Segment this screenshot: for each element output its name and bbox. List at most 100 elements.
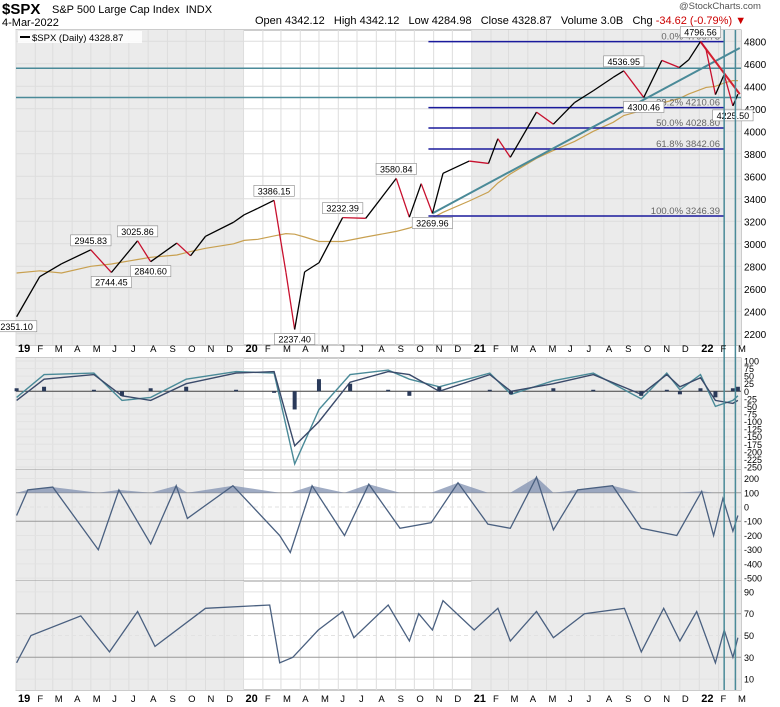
price-annotation: 3269.96 <box>416 218 449 228</box>
x-axis-tick-label: M <box>55 694 63 705</box>
osc1-histogram-bar <box>508 391 513 395</box>
x-axis-tick-label: F <box>721 694 727 705</box>
osc1-histogram-bar <box>272 391 277 393</box>
x-axis-tick-label: S <box>625 694 631 705</box>
watermark: @StockCharts.com <box>679 1 761 12</box>
x-axis-tick-label: D <box>454 694 461 705</box>
annotation-box <box>274 333 316 345</box>
change-value: -34.62 (-0.79%) <box>655 15 733 27</box>
year-shade <box>16 30 244 345</box>
osc1-y-tick-label: -25 <box>744 394 757 404</box>
x-axis-tick-label: J <box>359 694 364 705</box>
x-axis-tick-label: A <box>150 694 157 705</box>
open-value: 4342.12 <box>284 15 325 27</box>
osc1-histogram-bar <box>292 391 297 410</box>
price-segment <box>688 41 702 61</box>
high-label: High <box>333 15 357 27</box>
osc1-y-tick-label: 0 <box>744 387 749 397</box>
fibonacci-label: 61.8% 3842.06 <box>656 139 720 150</box>
price-annotation: 2744.45 <box>95 277 128 287</box>
x-axis-tick-label: M <box>321 694 329 705</box>
x-axis-tick-label: D <box>226 344 233 355</box>
x-axis-tick-label: N <box>436 344 443 355</box>
price-y-tick-label: 4200 <box>744 105 767 116</box>
price-segment <box>623 70 645 98</box>
x-axis-tick-label: O <box>416 344 423 355</box>
price-segment <box>395 178 410 218</box>
price-segment <box>723 74 734 107</box>
annotation-box <box>90 276 132 288</box>
osc3-y-tick-label: 90 <box>744 587 754 597</box>
downtrend-line <box>699 41 741 95</box>
osc1-histogram-bar <box>591 389 596 392</box>
x-axis-tick-label: J <box>131 694 136 705</box>
osc2-y-tick-label: 0 <box>744 503 749 513</box>
price-annotation: 2840.60 <box>134 267 167 277</box>
price-segment <box>318 217 344 264</box>
x-axis-tick-label: 22 <box>701 693 713 705</box>
x-axis-tick-label: A <box>302 344 309 355</box>
osc1-histogram-bar <box>677 391 682 395</box>
chart-date: 4-Mar-2022 <box>2 17 59 29</box>
price-annotation: 4300.46 <box>627 102 660 112</box>
price-segment <box>39 263 62 278</box>
osc2-y-tick-label: -300 <box>744 545 762 555</box>
annotation-box <box>322 202 364 214</box>
open-label: Open <box>255 15 282 27</box>
x-axis-tick-label: D <box>226 694 233 705</box>
price-segment <box>90 249 112 273</box>
osc1-y-tick-label: 25 <box>744 379 754 389</box>
osc2-overbought-fill <box>16 477 738 493</box>
x-axis-tick-label: M <box>93 694 101 705</box>
price-segment <box>714 74 725 95</box>
osc1-histogram-bar <box>42 386 47 392</box>
x-axis-tick-label: O <box>188 344 195 355</box>
osc3-y-tick-label: 30 <box>744 653 754 663</box>
osc2-y-tick-label: -100 <box>744 517 762 527</box>
price-segment <box>487 138 499 164</box>
price-segment <box>643 60 663 98</box>
annotation-box <box>623 101 665 113</box>
price-segment <box>497 138 511 158</box>
low-label: Low <box>408 15 429 27</box>
price-y-tick-label: 2200 <box>744 330 767 341</box>
osc2-y-tick-label: -400 <box>744 559 762 569</box>
x-axis-tick-label: N <box>663 344 670 355</box>
price-y-tick-label: 3400 <box>744 195 767 206</box>
price-y-tick-label: 3200 <box>744 217 767 228</box>
annotation-box <box>679 26 721 38</box>
x-axis-tick-label: F <box>493 694 499 705</box>
price-y-tick-label: 4000 <box>744 127 767 138</box>
uptrend-line <box>431 47 741 215</box>
index-title: S&P 500 Large Cap Index <box>52 4 180 16</box>
osc1-histogram-bar <box>316 379 321 392</box>
osc1-histogram-bar <box>713 391 718 398</box>
exchange-label: INDX <box>185 4 213 16</box>
price-y-tick-label: 4400 <box>744 82 767 93</box>
x-axis-tick-label: J <box>340 694 345 705</box>
price-segment <box>16 276 41 318</box>
x-axis-tick-label: J <box>112 694 117 705</box>
osc1-histogram-bar <box>14 388 19 392</box>
osc1-histogram-bar <box>487 389 492 392</box>
ticker-symbol: $SPX <box>2 1 41 18</box>
x-axis-tick-label: 21 <box>474 693 486 705</box>
osc2-y-tick-label: 200 <box>744 474 759 484</box>
x-axis-tick-label: M <box>283 344 291 355</box>
price-segment <box>273 200 287 273</box>
x-axis-tick-label: N <box>436 694 443 705</box>
price-segment <box>699 41 707 50</box>
x-axis-tick-label: F <box>37 344 43 355</box>
osc1-histogram-bar <box>551 388 556 392</box>
close-value: 4328.87 <box>511 15 552 27</box>
osc1-histogram-bar <box>348 383 353 392</box>
x-axis-tick-label: F <box>265 694 271 705</box>
x-axis-tick-label: J <box>568 694 573 705</box>
fibonacci-label: 38.2% 4210.06 <box>656 98 720 109</box>
osc2-y-tick-label: 100 <box>744 488 759 498</box>
x-axis-tick-label: A <box>606 344 613 355</box>
index-name: S&P 500 Large Cap Index INDX <box>52 4 212 16</box>
x-axis-tick-label: O <box>416 694 423 705</box>
x-axis-tick-label: A <box>378 344 385 355</box>
